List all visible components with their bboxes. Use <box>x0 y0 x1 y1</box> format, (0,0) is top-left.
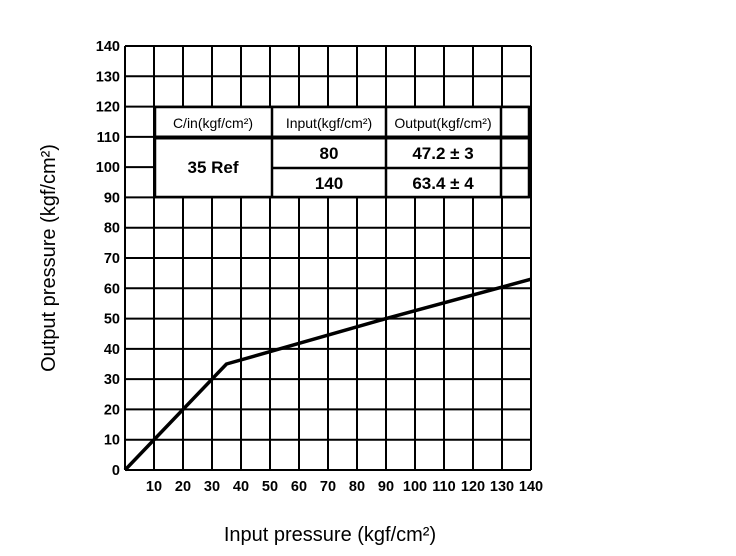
y-tick-label: 70 <box>104 251 120 267</box>
y-tick-label: 90 <box>104 190 120 206</box>
y-axis-label: Output pressure (kgf/cm²) <box>38 144 60 372</box>
y-tick-label: 140 <box>96 39 120 55</box>
table-background <box>155 107 529 197</box>
y-tick-label: 80 <box>104 221 120 237</box>
x-tick-label: 140 <box>519 479 543 495</box>
y-tick-label: 120 <box>96 100 120 116</box>
x-tick-label: 30 <box>204 479 220 495</box>
x-tick-label: 120 <box>461 479 485 495</box>
x-tick-label: 90 <box>378 479 394 495</box>
x-tick-label: 50 <box>262 479 278 495</box>
y-tick-labels: 0 10 20 30 40 50 60 70 80 90 100 110 120 130 140 <box>96 39 120 479</box>
y-tick-label: 10 <box>104 433 120 449</box>
y-tick-label: 40 <box>104 342 120 358</box>
x-tick-label: 80 <box>349 479 365 495</box>
y-tick-label: 20 <box>104 402 120 418</box>
table-header-output: Output(kgf/cm²) <box>394 115 491 131</box>
y-tick-label: 50 <box>104 312 120 328</box>
x-tick-label: 70 <box>320 479 336 495</box>
table-cutin-value: 35 Ref <box>187 158 238 177</box>
table-row-1-output: 47.2 ± 3 <box>412 144 473 163</box>
x-tick-label: 20 <box>175 479 191 495</box>
x-axis-label: Input pressure (kgf/cm²) <box>224 524 436 546</box>
y-tick-label: 100 <box>96 160 120 176</box>
spec-table: C/in(kgf/cm²) Input(kgf/cm²) Output(kgf/… <box>153 105 531 199</box>
table-header-input: Input(kgf/cm²) <box>286 115 372 131</box>
series-group <box>123 277 532 472</box>
table-header-cutin: C/in(kgf/cm²) <box>173 115 253 131</box>
y-tick-label: 60 <box>104 281 120 297</box>
y-tick-label: 110 <box>97 130 120 146</box>
y-tick-label: 30 <box>104 372 120 388</box>
x-tick-label: 60 <box>291 479 307 495</box>
x-tick-label: 110 <box>432 479 455 495</box>
y-tick-label: 0 <box>112 463 120 479</box>
table-row-2-output: 63.4 ± 4 <box>412 174 474 193</box>
x-tick-labels: 10 20 30 40 50 60 70 80 90 100 110 120 130 140 <box>146 479 543 495</box>
x-tick-label: 100 <box>403 479 427 495</box>
table-row-1-input: 80 <box>320 144 339 163</box>
x-tick-label: 10 <box>146 479 162 495</box>
table-row-2-input: 140 <box>315 174 343 193</box>
y-tick-label: 130 <box>96 69 120 85</box>
x-tick-label: 40 <box>233 479 249 495</box>
series-line <box>123 277 532 472</box>
x-tick-label: 130 <box>490 479 514 495</box>
